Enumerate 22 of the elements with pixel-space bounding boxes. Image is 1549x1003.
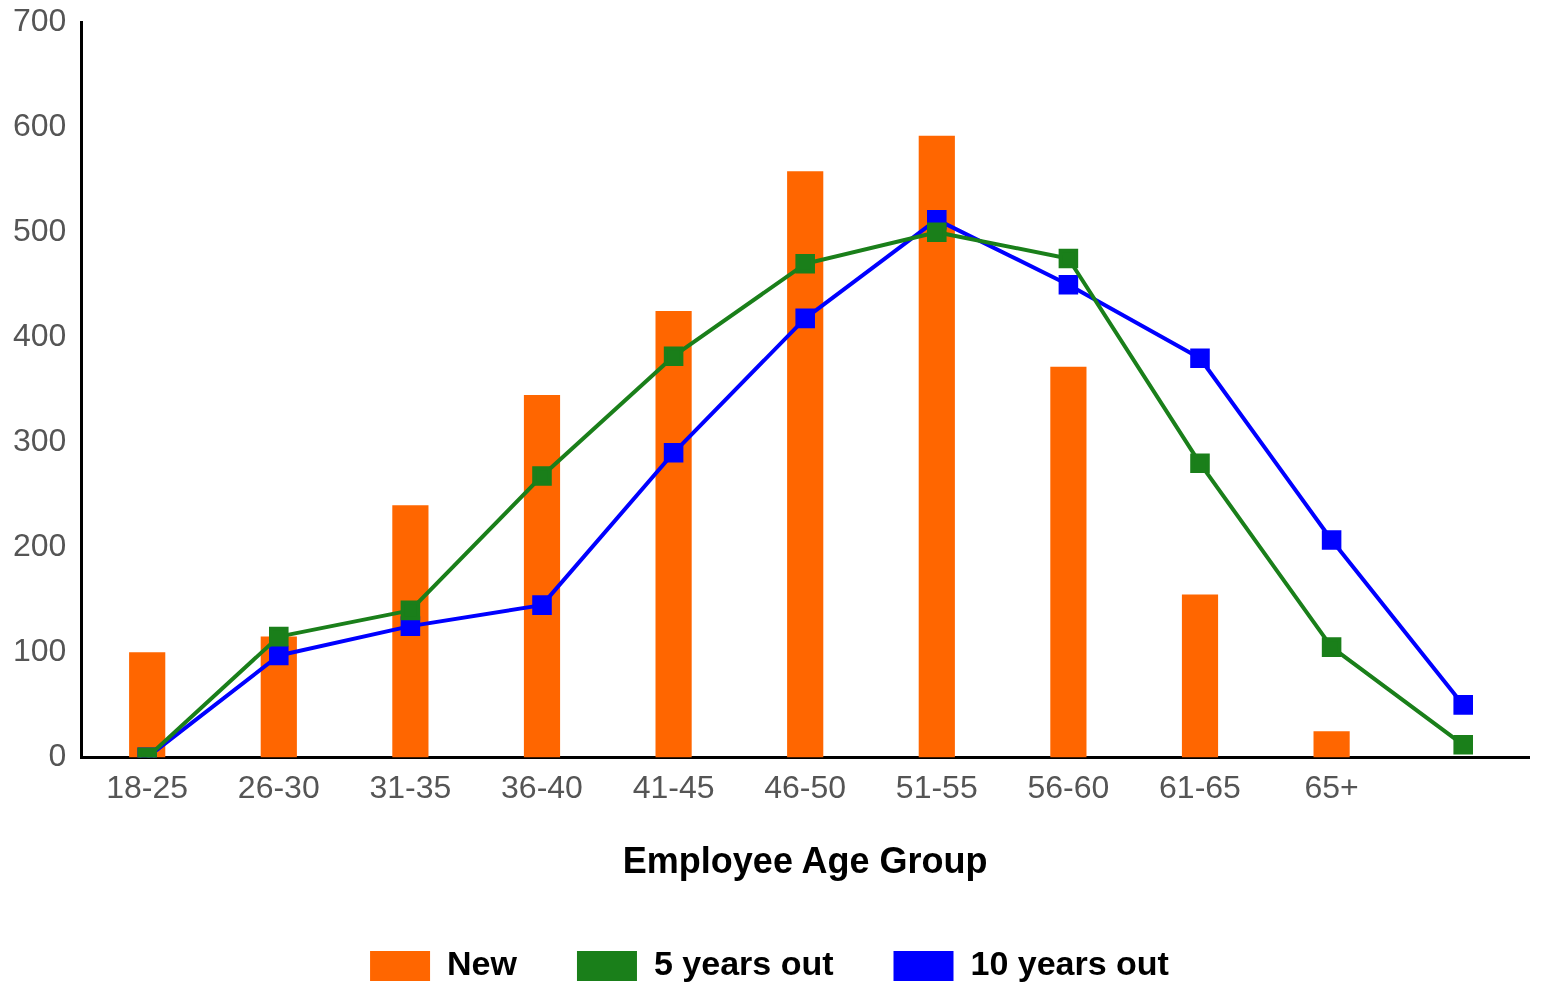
x-tick-label: 56-60 [1027, 769, 1110, 806]
x-tick-label: 51-55 [895, 769, 978, 806]
y-tick-label: 300 [13, 422, 67, 459]
x-tick-label: 46-50 [764, 769, 847, 806]
y-tick-label: 400 [13, 317, 67, 354]
legend-label: 10 years out [970, 944, 1169, 983]
legend-label: 5 years out [653, 944, 834, 983]
y-tick-label: 0 [48, 737, 67, 774]
legend-label: New [447, 944, 518, 983]
x-tick-label: 41-45 [632, 769, 715, 806]
x-tick-label: 18-25 [106, 769, 189, 806]
x-tick-label: 31-35 [369, 769, 452, 806]
y-tick-label: 200 [13, 527, 67, 564]
y-tick-label: 600 [13, 107, 67, 144]
x-tick-label: 65+ [1304, 769, 1359, 806]
x-tick-label: 26-30 [237, 769, 320, 806]
x-axis-title: Employee Age Group [622, 840, 988, 882]
x-tick-label: 61-65 [1159, 769, 1241, 806]
y-tick-label: 100 [13, 632, 67, 669]
y-tick-label: 500 [13, 212, 67, 249]
x-tick-label: 36-40 [501, 769, 583, 806]
y-tick-label: 700 [13, 2, 67, 39]
